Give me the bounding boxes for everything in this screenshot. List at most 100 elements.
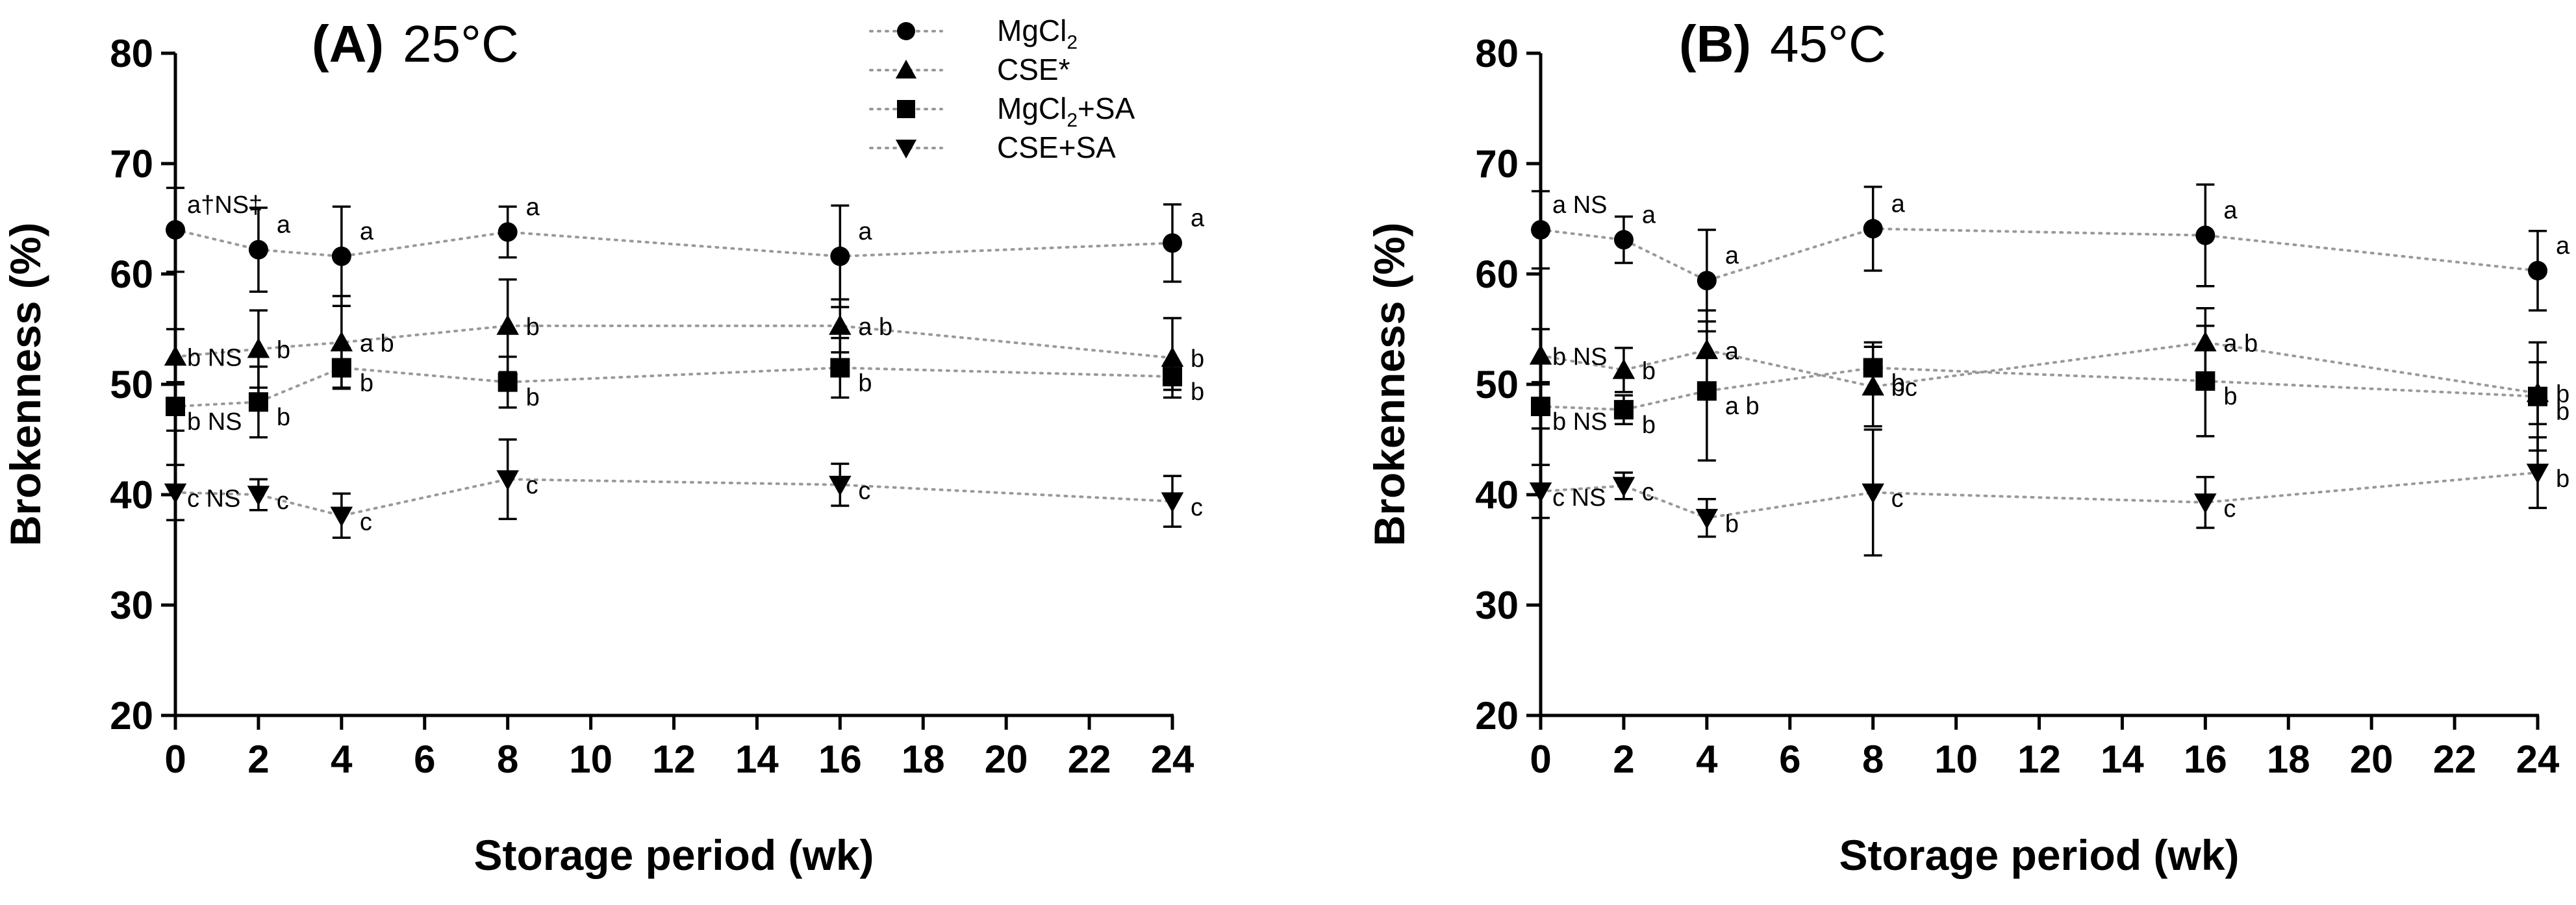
data-point xyxy=(1863,219,1883,239)
significance-label: b xyxy=(2556,465,2570,493)
significance-label: b xyxy=(1725,511,1739,538)
data-point xyxy=(166,397,185,416)
x-tick-label: 0 xyxy=(164,738,186,781)
series-line xyxy=(1539,366,2539,412)
significance-label: a xyxy=(858,218,872,245)
data-point xyxy=(2528,260,2547,280)
x-tick-label: 24 xyxy=(1151,738,1194,781)
data-point xyxy=(1863,358,1883,378)
data-point xyxy=(496,314,519,335)
data-point xyxy=(2528,386,2547,406)
x-tick-label: 10 xyxy=(1934,738,1978,781)
series-triangle-up: b NS b a b b a b b xyxy=(164,278,1204,399)
significance-label: c xyxy=(1891,486,1904,513)
legend-marker xyxy=(897,100,915,118)
legend-label-tail: +SA xyxy=(1078,92,1135,125)
significance-label: a xyxy=(2556,232,2570,260)
data-point xyxy=(1531,397,1550,416)
y-tick-label: 60 xyxy=(110,253,153,296)
significance-label: b xyxy=(360,370,373,397)
data-point xyxy=(330,506,353,527)
legend-label-main: CSE* xyxy=(997,53,1070,86)
data-point xyxy=(166,220,185,240)
y-tick-label: 70 xyxy=(110,142,153,186)
legend-item: CSE+SA xyxy=(869,130,1116,164)
data-point xyxy=(2195,225,2216,245)
x-tick-label: 6 xyxy=(414,738,435,781)
x-axis-title: Storage period (wk) xyxy=(1839,831,2239,879)
data-point xyxy=(1612,358,1635,379)
legend-item: MgCl2 xyxy=(869,14,1078,53)
y-tick-label: 50 xyxy=(1475,363,1519,406)
data-point xyxy=(1163,233,1182,253)
significance-label: c xyxy=(277,488,289,515)
x-tick-label: 16 xyxy=(2184,738,2227,781)
data-point xyxy=(496,470,519,491)
x-tick-label: 14 xyxy=(735,738,779,781)
data-point xyxy=(1529,482,1552,503)
series-triangle-down: c NS c b c c b xyxy=(1529,428,2570,557)
data-point xyxy=(2195,371,2216,391)
y-axis-title: Brokenness (%) xyxy=(1365,223,1413,547)
data-point xyxy=(331,246,351,266)
y-tick-label: 80 xyxy=(1475,32,1519,75)
data-point xyxy=(164,345,187,366)
x-tick-label: 14 xyxy=(2101,738,2144,781)
legend-label: MgCl2 xyxy=(997,14,1078,53)
significance-label: b xyxy=(2556,381,2570,408)
data-point xyxy=(498,372,518,392)
significance-label: b xyxy=(1191,345,1204,373)
x-tick-label: 18 xyxy=(902,738,945,781)
data-point xyxy=(1612,477,1635,497)
legend-label-sub: 2 xyxy=(1067,110,1078,131)
series-triangle-up: b NS b a bc a b b xyxy=(1529,306,2570,428)
significance-label: b NS xyxy=(187,345,242,372)
x-tick-label: 4 xyxy=(331,738,353,781)
y-tick-label: 20 xyxy=(110,694,153,738)
data-point xyxy=(1697,271,1717,291)
series-line xyxy=(174,324,1174,360)
series-line xyxy=(1539,471,2539,519)
significance-label: a b xyxy=(2223,330,2258,357)
data-point xyxy=(2526,464,2549,484)
data-point xyxy=(830,358,850,378)
series-circle: a†NS‡ a a a a a xyxy=(166,186,1205,308)
x-tick-label: 12 xyxy=(2017,738,2061,781)
significance-label: a xyxy=(2223,197,2238,225)
series-square: b NS ba bb bb xyxy=(1531,320,2570,462)
data-point xyxy=(829,314,852,335)
legend-label-main: MgCl xyxy=(997,92,1067,125)
significance-label: b xyxy=(1191,378,1204,406)
y-tick-label: 20 xyxy=(1475,694,1519,738)
y-axis-title: Brokenness (%) xyxy=(1,223,49,547)
data-point xyxy=(1529,344,1552,365)
data-point xyxy=(2194,493,2217,514)
legend-marker xyxy=(895,140,917,159)
data-point xyxy=(1613,400,1634,420)
significance-label: b xyxy=(1891,370,1905,397)
panel-label: (A) xyxy=(312,15,384,73)
significance-label: a xyxy=(1642,201,1656,229)
data-point xyxy=(1161,346,1184,367)
significance-label: b NS xyxy=(1552,408,1607,436)
data-point xyxy=(164,483,187,504)
y-tick-label: 70 xyxy=(1475,142,1519,186)
significance-label: c xyxy=(360,508,372,536)
significance-label: c xyxy=(858,478,870,505)
legend-marker xyxy=(895,59,917,79)
series-triangle-down: c NS c c c c c xyxy=(164,438,1203,539)
legend-label: CSE* xyxy=(997,53,1070,86)
significance-label: b xyxy=(277,404,290,431)
significance-label: a xyxy=(1891,190,1906,217)
significance-label: c xyxy=(1642,478,1654,506)
significance-label: a xyxy=(360,218,374,245)
significance-label: c NS xyxy=(1552,484,1606,512)
series-circle: a NS a a a a a xyxy=(1531,183,2570,333)
data-point xyxy=(498,222,518,242)
data-point xyxy=(829,475,852,496)
x-tick-label: 4 xyxy=(1696,738,1718,781)
data-point xyxy=(330,331,353,352)
